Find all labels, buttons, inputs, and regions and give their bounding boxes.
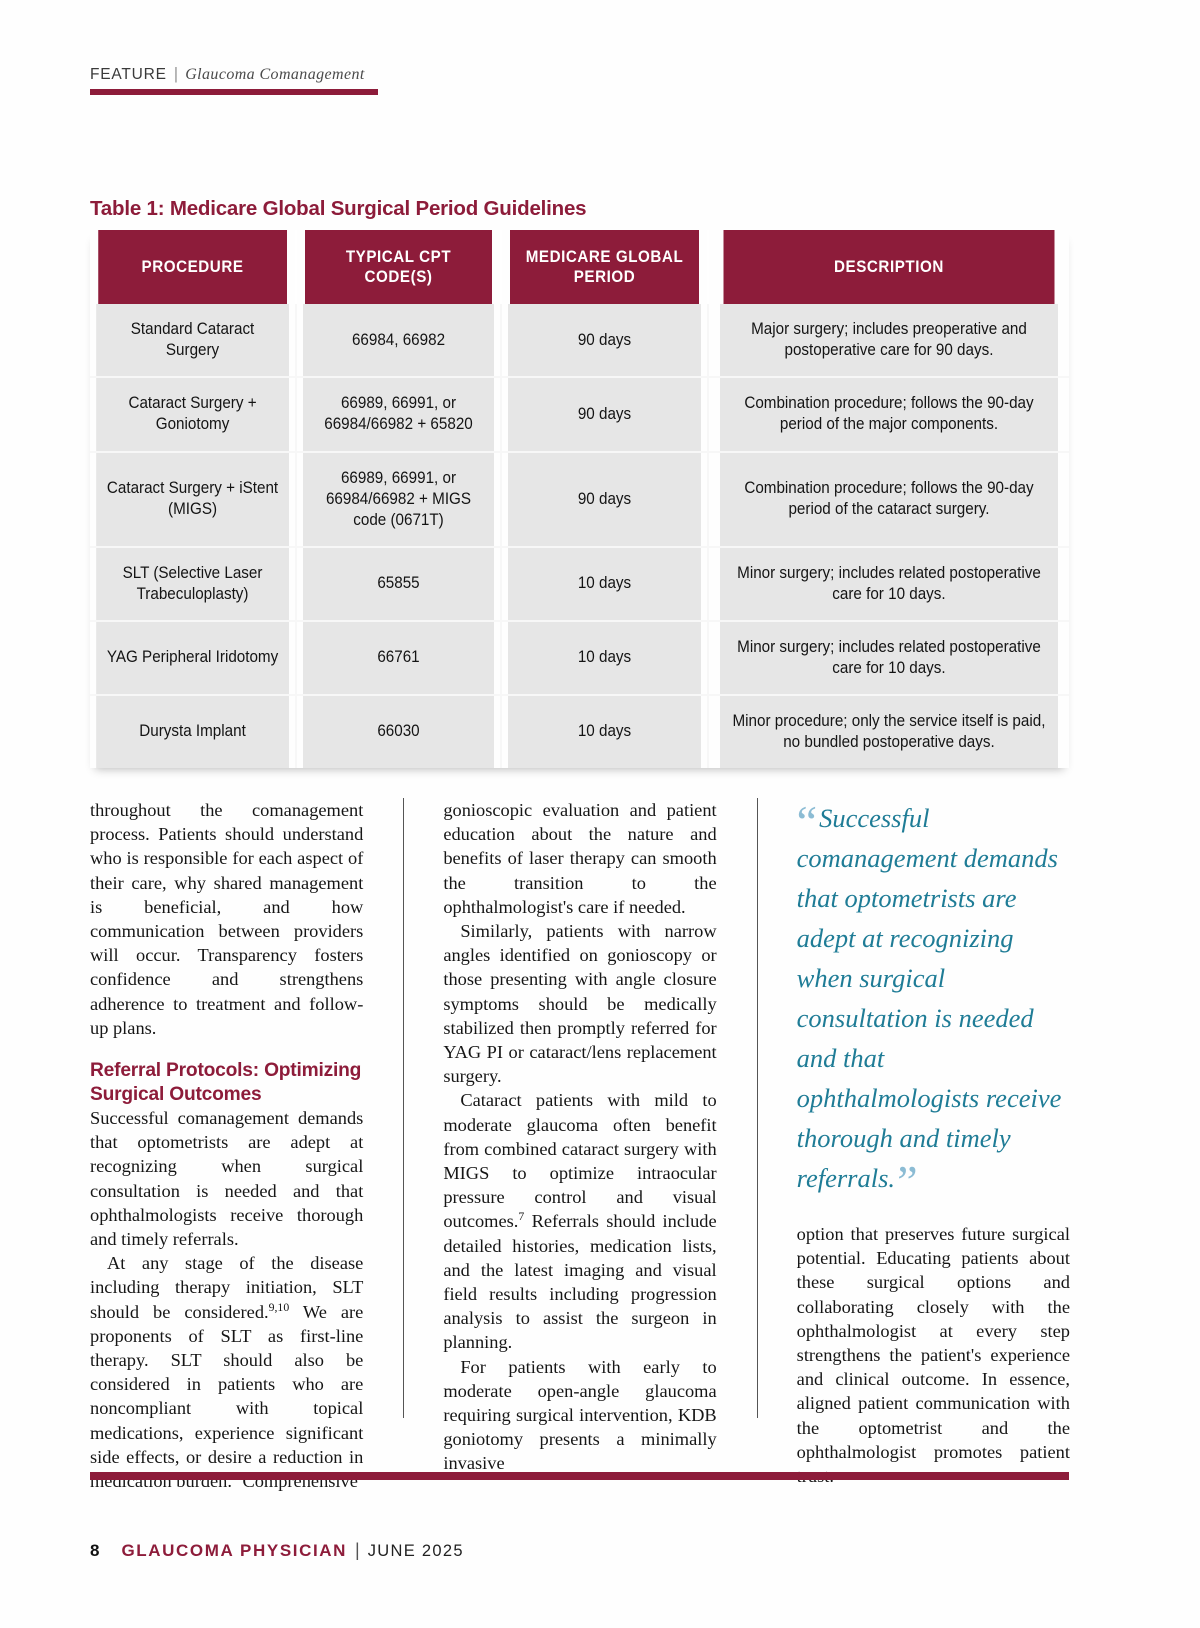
cell-cpt: 66989, 66991, or 66984/66982 + MIGS code… xyxy=(302,451,496,548)
cell-period: 10 days xyxy=(507,620,703,696)
section-heading-referral-protocols: Referral Protocols: Optimizing Surgical … xyxy=(90,1060,362,1105)
footnote-ref-7: 7 xyxy=(518,1210,525,1224)
cell-description: Minor procedure; only the service itself… xyxy=(718,694,1059,769)
column-three: “Successful comanagement demands that op… xyxy=(756,796,1070,1486)
running-head: FEATURE | Glaucoma Comanagement xyxy=(90,64,390,95)
paragraph-for-patients: For patients with early to moderate open… xyxy=(443,1356,717,1474)
table-row: Cataract Surgery + iStent (MIGS) 66989, … xyxy=(90,451,1069,548)
footnote-ref-9-10: 9,10 xyxy=(268,1300,290,1314)
cell-description: Minor surgery; includes related postoper… xyxy=(718,546,1059,622)
cell-description: Combination procedure; follows the 90-da… xyxy=(718,451,1059,548)
cell-procedure: Cataract Surgery + iStent (MIGS) xyxy=(96,451,291,548)
paragraph-gonioscopic: gonioscopic evaluation and patient educa… xyxy=(443,800,717,917)
running-head-rule xyxy=(90,89,378,95)
cell-cpt: 66989, 66991, or 66984/66982 + 65820 xyxy=(302,377,496,453)
running-head-separator: | xyxy=(173,64,179,83)
cell-cpt: 65855 xyxy=(302,546,496,622)
cell-cpt: 66984, 66982 xyxy=(302,304,496,379)
table-header-row: PROCEDURE TYPICAL CPT CODE(S) MEDICARE G… xyxy=(90,230,1069,305)
footer-magazine-name: GLAUCOMA PHYSICIAN xyxy=(121,1541,348,1560)
table-header-description: DESCRIPTION xyxy=(722,230,1055,305)
paragraph-option-preserves: option that preserves future surgical po… xyxy=(796,1224,1070,1486)
table-header-cpt: TYPICAL CPT CODE(S) xyxy=(304,230,494,305)
cell-procedure: Durysta Implant xyxy=(96,694,291,769)
running-head-section: FEATURE xyxy=(90,66,167,83)
cell-description: Major surgery; includes preoperative and… xyxy=(718,304,1059,379)
footer-rule xyxy=(90,1472,1069,1480)
footer-page-number: 8 xyxy=(90,1541,100,1560)
footer-separator: | xyxy=(355,1540,360,1560)
table-header-period: MEDICARE GLOBAL PERIOD xyxy=(509,230,701,305)
paragraph-similarly: Similarly, patients with narrow angles i… xyxy=(443,921,717,1087)
running-head-line: FEATURE | Glaucoma Comanagement xyxy=(90,64,390,84)
cell-procedure: Cataract Surgery + Goniotomy xyxy=(96,377,291,453)
cell-period: 90 days xyxy=(507,377,703,453)
para3-text-b: Referrals should include detailed histor… xyxy=(443,1211,717,1353)
table-row: Cataract Surgery + Goniotomy 66989, 6699… xyxy=(90,377,1069,453)
table-container: PROCEDURE TYPICAL CPT CODE(S) MEDICARE G… xyxy=(90,230,1069,769)
para3-text-a: Cataract patients with mild to moderate … xyxy=(443,1090,717,1232)
table-row: YAG Peripheral Iridotomy 66761 10 days M… xyxy=(90,620,1069,696)
column-two: gonioscopic evaluation and patient educa… xyxy=(403,798,717,1473)
cell-period: 10 days xyxy=(507,694,703,769)
table-row: Durysta Implant 66030 10 days Minor proc… xyxy=(90,694,1069,769)
table-row: SLT (Selective Laser Trabeculoplasty) 65… xyxy=(90,546,1069,622)
column-one: throughout the comanagement process. Pat… xyxy=(90,798,364,1491)
cell-period: 10 days xyxy=(507,546,703,622)
footer-issue-date: JUNE 2025 xyxy=(367,1542,464,1560)
table-title: Table 1: Medicare Global Surgical Period… xyxy=(90,197,587,220)
table-row: Standard Cataract Surgery 66984, 66982 9… xyxy=(90,304,1069,379)
cell-procedure: Standard Cataract Surgery xyxy=(96,304,291,379)
paragraph-cataract-patients: Cataract patients with mild to moderate … xyxy=(443,1088,716,1354)
cell-period: 90 days xyxy=(507,451,703,548)
running-head-topic: Glaucoma Comanagement xyxy=(185,66,365,83)
global-period-table: PROCEDURE TYPICAL CPT CODE(S) MEDICARE G… xyxy=(90,230,1069,769)
quote-close-icon: ” xyxy=(897,1156,917,1207)
paragraph-slt: At any stage of the disease including th… xyxy=(90,1251,363,1493)
para3-text-a: At any stage of the disease including th… xyxy=(90,1253,364,1322)
pull-quote-text: Successful comanagement demands that opt… xyxy=(796,803,1062,1193)
para3-text-b: We are proponents of SLT as first-line t… xyxy=(90,1301,364,1492)
cell-description: Minor surgery; includes related postoper… xyxy=(718,620,1059,696)
cell-period: 90 days xyxy=(507,304,703,379)
body-columns: throughout the comanagement process. Pat… xyxy=(90,796,1070,1491)
table-header-procedure: PROCEDURE xyxy=(98,230,289,305)
paragraph-continuation: throughout the comanagement process. Pat… xyxy=(90,800,364,1038)
cell-description: Combination procedure; follows the 90-da… xyxy=(718,377,1059,453)
quote-open-icon: “ xyxy=(796,796,817,847)
cell-procedure: YAG Peripheral Iridotomy xyxy=(96,620,291,696)
paragraph-successful-comanagement: Successful comanagement demands that opt… xyxy=(90,1108,364,1250)
cell-cpt: 66030 xyxy=(302,694,496,769)
pull-quote: “Successful comanagement demands that op… xyxy=(796,796,1070,1205)
page-footer: 8 GLAUCOMA PHYSICIAN | JUNE 2025 xyxy=(90,1540,464,1561)
cell-procedure: SLT (Selective Laser Trabeculoplasty) xyxy=(96,546,291,622)
cell-cpt: 66761 xyxy=(302,620,496,696)
